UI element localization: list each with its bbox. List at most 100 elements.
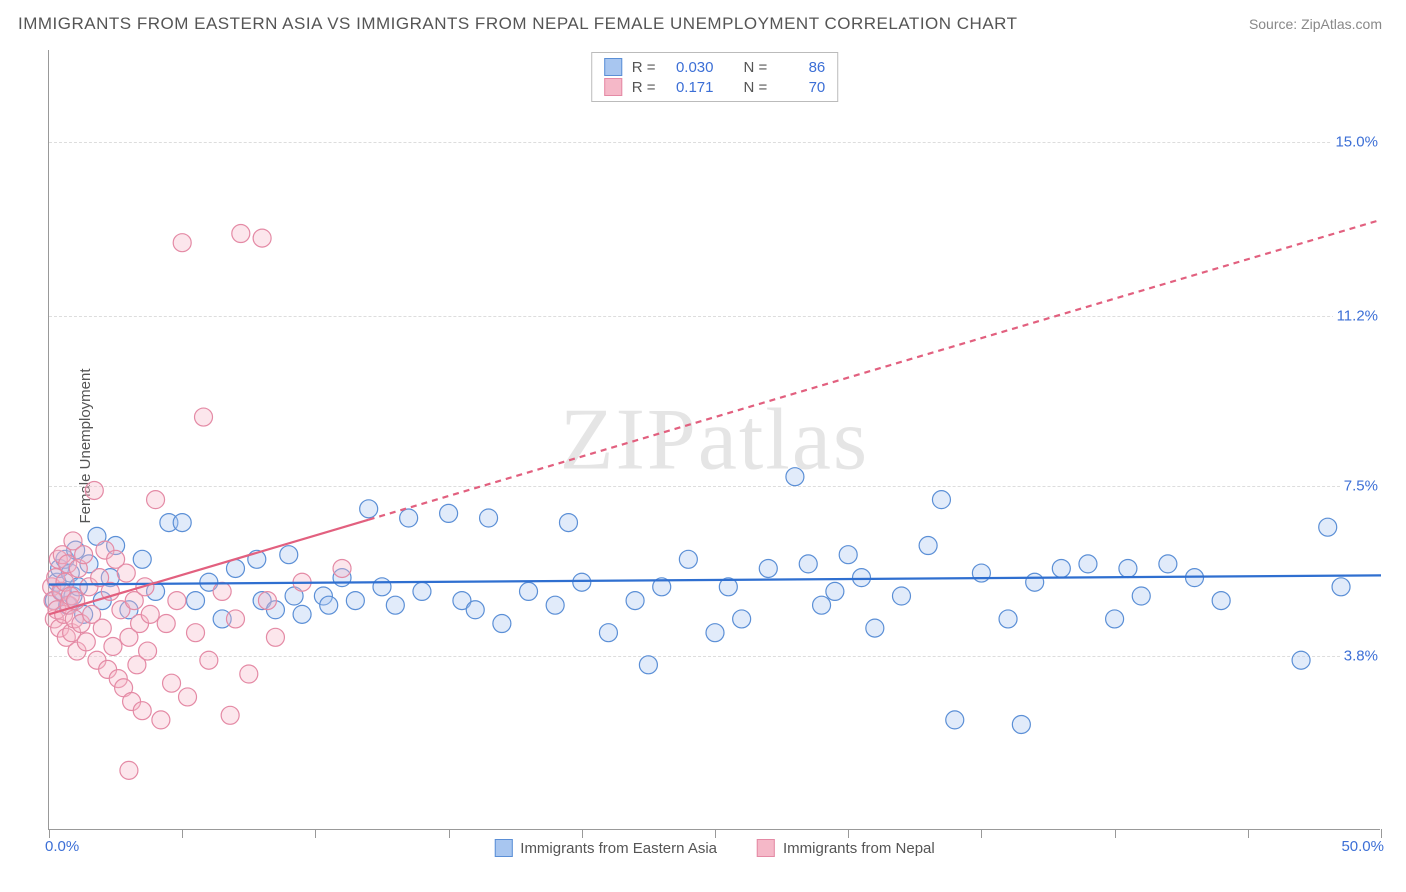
data-point	[373, 578, 391, 596]
data-point	[253, 229, 271, 247]
x-tick	[182, 829, 183, 838]
data-point	[120, 761, 138, 779]
data-point	[226, 610, 244, 628]
data-point	[1119, 559, 1137, 577]
data-point	[173, 234, 191, 252]
data-point	[972, 564, 990, 582]
data-point	[1319, 518, 1337, 536]
legend-series-item: Immigrants from Nepal	[757, 839, 935, 857]
data-point	[320, 596, 338, 614]
legend-n-label: N =	[744, 59, 768, 76]
data-point	[1012, 715, 1030, 733]
legend-r-value: 0.030	[666, 59, 714, 76]
data-point	[240, 665, 258, 683]
data-point	[187, 592, 205, 610]
data-point	[133, 550, 151, 568]
data-point	[759, 559, 777, 577]
data-point	[104, 637, 122, 655]
legend-series-label: Immigrants from Nepal	[783, 840, 935, 857]
data-point	[163, 674, 181, 692]
data-point	[493, 615, 511, 633]
data-point	[1079, 555, 1097, 573]
data-point	[946, 711, 964, 729]
x-tick	[582, 829, 583, 838]
x-tick	[715, 829, 716, 838]
x-tick	[848, 829, 849, 838]
legend-series-item: Immigrants from Eastern Asia	[494, 839, 717, 857]
data-point	[147, 491, 165, 509]
x-axis-min-label: 0.0%	[45, 838, 79, 855]
data-point	[1132, 587, 1150, 605]
data-point	[919, 537, 937, 555]
x-tick	[981, 829, 982, 838]
data-point	[626, 592, 644, 610]
data-point	[266, 628, 284, 646]
x-tick	[1115, 829, 1116, 838]
legend-correlation-row: R =0.171N =70	[604, 77, 826, 97]
legend-n-value: 86	[777, 59, 825, 76]
data-point	[1026, 573, 1044, 591]
data-point	[157, 615, 175, 633]
data-point	[139, 642, 157, 660]
data-point	[799, 555, 817, 573]
trend-line	[49, 575, 1381, 584]
data-point	[226, 559, 244, 577]
data-point	[466, 601, 484, 619]
data-point	[333, 559, 351, 577]
legend-swatch	[604, 58, 622, 76]
data-point	[221, 706, 239, 724]
data-point	[77, 633, 95, 651]
data-point	[413, 582, 431, 600]
chart-plot-area: ZIPatlas 3.8%7.5%11.2%15.0% R =0.030N =8…	[48, 50, 1380, 830]
data-point	[892, 587, 910, 605]
data-point	[1159, 555, 1177, 573]
data-point	[1332, 578, 1350, 596]
data-point	[839, 546, 857, 564]
data-point	[546, 596, 564, 614]
data-point	[293, 605, 311, 623]
data-point	[1106, 610, 1124, 628]
source-attribution: Source: ZipAtlas.com	[1249, 16, 1382, 32]
data-point	[93, 619, 111, 637]
data-point	[639, 656, 657, 674]
x-tick	[49, 829, 50, 838]
data-point	[866, 619, 884, 637]
data-point	[400, 509, 418, 527]
data-point	[346, 592, 364, 610]
data-point	[360, 500, 378, 518]
data-point	[232, 225, 250, 243]
data-point	[733, 610, 751, 628]
scatter-plot-svg	[49, 50, 1380, 829]
data-point	[1052, 559, 1070, 577]
x-tick	[1381, 829, 1382, 838]
data-point	[679, 550, 697, 568]
legend-n-label: N =	[744, 79, 768, 96]
data-point	[187, 624, 205, 642]
data-point	[1292, 651, 1310, 669]
legend-r-value: 0.171	[666, 79, 714, 96]
data-point	[786, 468, 804, 486]
legend-correlation-box: R =0.030N =86R =0.171N =70	[591, 52, 839, 102]
data-point	[1212, 592, 1230, 610]
legend-swatch	[604, 78, 622, 96]
data-point	[932, 491, 950, 509]
data-point	[179, 688, 197, 706]
data-point	[480, 509, 498, 527]
data-point	[559, 514, 577, 532]
trend-line-dashed	[369, 220, 1381, 520]
data-point	[173, 514, 191, 532]
data-point	[599, 624, 617, 642]
data-point	[213, 582, 231, 600]
data-point	[573, 573, 591, 591]
data-point	[117, 564, 135, 582]
legend-r-label: R =	[632, 59, 656, 76]
legend-series: Immigrants from Eastern Asia Immigrants f…	[494, 839, 934, 857]
x-tick	[315, 829, 316, 838]
data-point	[280, 546, 298, 564]
data-point	[813, 596, 831, 614]
legend-correlation-row: R = 0.030 N = 86	[604, 57, 826, 77]
x-tick	[1248, 829, 1249, 838]
data-point	[706, 624, 724, 642]
legend-swatch	[757, 839, 775, 857]
data-point	[200, 651, 218, 669]
